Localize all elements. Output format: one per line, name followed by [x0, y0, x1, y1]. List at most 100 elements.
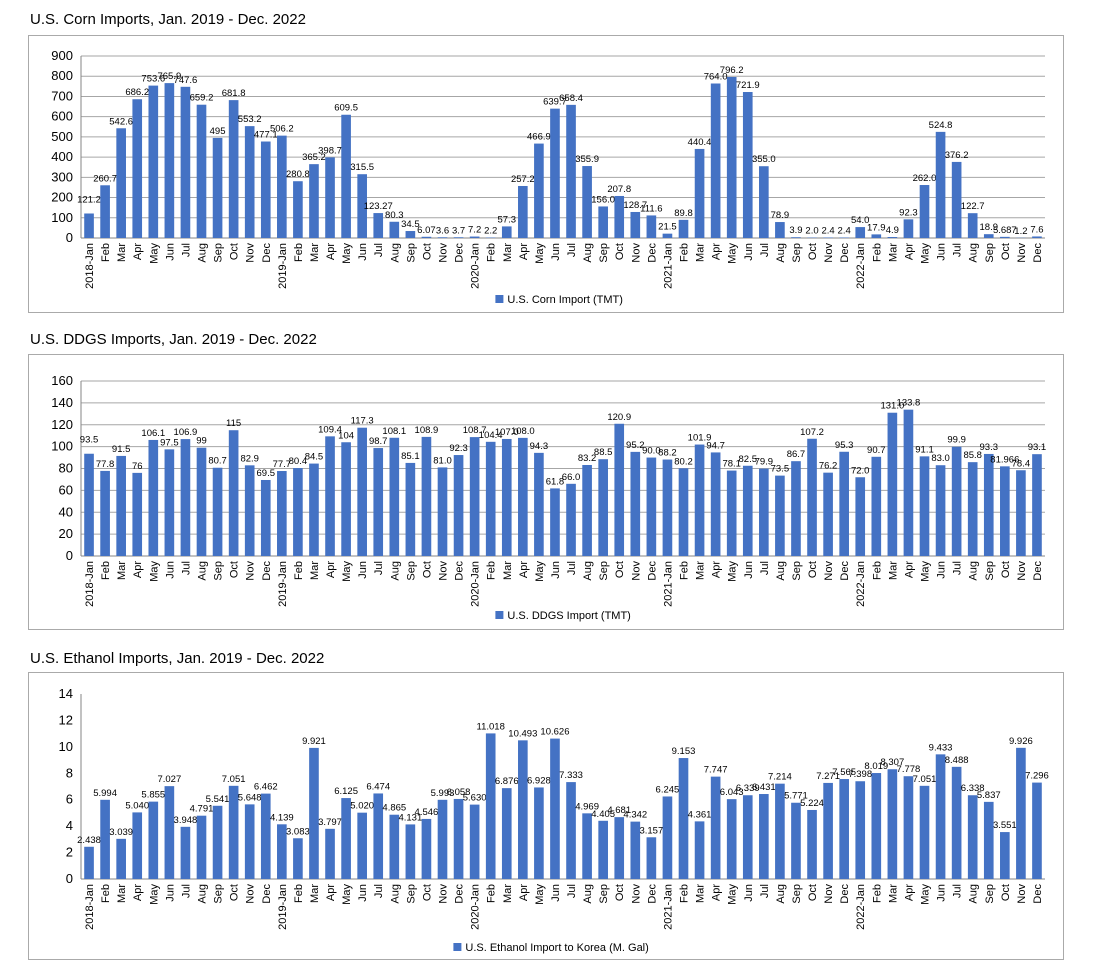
data-label: 6.928 [527, 775, 551, 786]
data-label: 109.4 [318, 424, 342, 435]
y-tick-label: 0 [66, 548, 73, 563]
y-tick-label: 160 [51, 373, 73, 388]
x-tick-label: 2019-Jan [277, 243, 289, 289]
x-tick-label: Nov [438, 561, 450, 581]
x-tick-label: 2022-Jan [855, 243, 867, 289]
x-tick-label: Sep [405, 884, 417, 904]
bar [501, 438, 512, 556]
bar [566, 483, 576, 556]
bar [726, 799, 737, 879]
y-tick-label: 60 [59, 482, 73, 497]
bar [582, 166, 592, 238]
data-label: 90.0 [642, 446, 661, 457]
data-label: 3.797 [318, 817, 342, 828]
bar [277, 471, 287, 556]
bar [164, 449, 175, 556]
x-tick-label: Mar [502, 884, 514, 903]
data-label: 7.333 [559, 770, 583, 781]
bar [726, 76, 737, 238]
legend-swatch [453, 943, 462, 951]
data-label: 5.541 [206, 794, 230, 805]
data-label: 94.7 [706, 440, 725, 451]
x-tick-label: Sep [213, 561, 225, 581]
bar [405, 824, 416, 879]
data-label: 3.7 [452, 225, 465, 236]
x-tick-label: Jun [550, 243, 562, 261]
data-label: 6.431 [752, 782, 776, 793]
x-tick-label: Dec [646, 243, 658, 263]
bar [823, 472, 833, 556]
y-tick-label: 300 [51, 169, 73, 184]
data-label: 4.131 [398, 812, 422, 823]
bar [437, 799, 448, 879]
x-tick-label: May [148, 884, 160, 905]
x-tick-label: Nov [245, 561, 257, 581]
x-tick-label: May [920, 243, 932, 264]
data-label: 747.6 [174, 75, 198, 86]
x-tick-label: Feb [486, 561, 498, 580]
x-tick-label: Oct [229, 243, 241, 260]
bar [630, 451, 641, 556]
data-label: 79.9 [755, 457, 774, 468]
data-label: 11.018 [477, 721, 505, 732]
x-tick-label: Aug [582, 561, 594, 581]
data-label: 477.1 [254, 130, 278, 141]
x-tick-label: Aug [389, 884, 401, 904]
data-label: 122.7 [961, 201, 985, 212]
bar [421, 436, 432, 556]
x-tick-label: 2020-Jan [470, 561, 482, 607]
data-label: 4.969 [575, 801, 599, 812]
bar [887, 412, 898, 556]
x-tick-label: Nov [630, 884, 642, 904]
data-label: 93.5 [80, 435, 99, 446]
data-label: 260.7 [93, 173, 117, 184]
x-tick-label: Nov [438, 243, 450, 263]
data-label: 106.9 [174, 427, 198, 438]
x-tick-label: 2018-Jan [84, 884, 96, 930]
x-tick-label: Jun [164, 243, 176, 261]
data-label: 128.7 [623, 200, 647, 211]
y-tick-label: 20 [59, 526, 73, 541]
bar [1000, 236, 1010, 238]
data-label: 80.2 [674, 456, 693, 467]
bar [839, 779, 849, 879]
x-tick-label: 2018-Jan [84, 243, 96, 289]
bar [662, 796, 673, 879]
data-label: 107.2 [800, 427, 824, 438]
data-label: 8.019 [864, 761, 888, 772]
x-tick-label: Apr [325, 243, 337, 260]
x-tick-label: Feb [100, 884, 112, 903]
bar [357, 174, 367, 238]
x-tick-label: Mar [116, 561, 128, 580]
bar [212, 467, 223, 556]
data-label: 8.488 [945, 755, 969, 766]
data-label: 376.2 [945, 150, 969, 161]
data-label: 106.1 [141, 428, 165, 439]
bar [421, 818, 432, 879]
x-tick-label: Sep [791, 243, 803, 263]
x-tick-label: Jun [743, 884, 755, 902]
data-label: 131.0 [880, 401, 904, 412]
x-tick-label: 2021-Jan [662, 561, 674, 607]
bar [710, 83, 721, 238]
bar [598, 820, 608, 879]
data-label: 6.07 [417, 225, 436, 236]
x-tick-label: Oct [807, 884, 819, 901]
bar [260, 141, 271, 238]
bar [775, 475, 785, 556]
bar [100, 470, 110, 556]
data-label: 207.8 [607, 184, 631, 195]
x-tick-label: Oct [807, 561, 819, 578]
bar [646, 215, 657, 238]
x-tick-label: Oct [421, 561, 433, 578]
x-tick-label: May [920, 561, 932, 582]
x-tick-label: Dec [839, 243, 851, 263]
data-label: 133.8 [897, 398, 921, 409]
data-label: 9.926 [1009, 736, 1033, 747]
data-label: 57.3 [498, 214, 517, 225]
bar [614, 195, 625, 238]
bar [935, 754, 946, 879]
bar [1032, 454, 1042, 556]
data-label: 92.3 [449, 443, 468, 454]
bar [148, 801, 159, 879]
